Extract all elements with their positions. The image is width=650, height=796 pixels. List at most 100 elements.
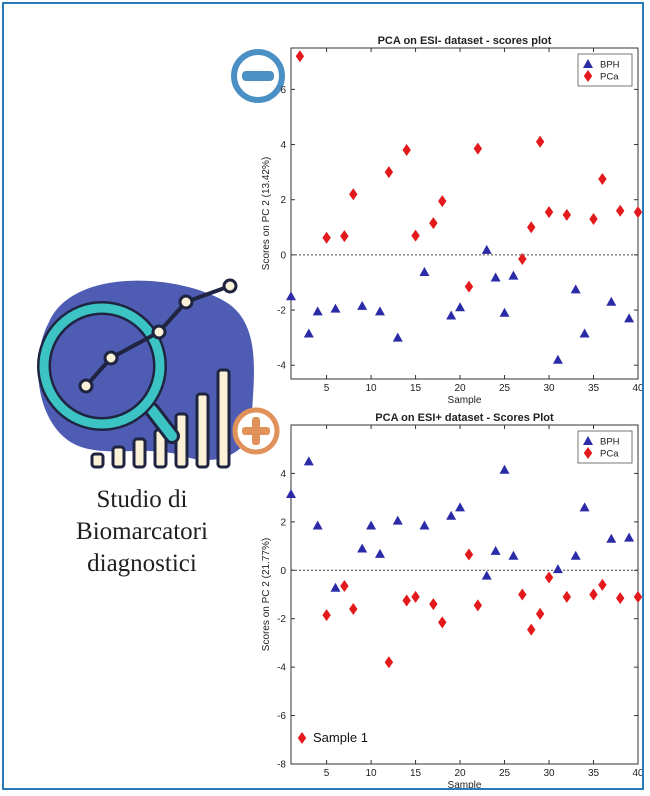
x-tick-label: 10 [366,768,378,779]
bph-point [455,502,466,512]
bph-point [508,270,519,280]
pca-point [518,588,527,601]
pca-point [527,623,536,636]
pca-point [562,208,572,221]
legend-label-bph: BPH [600,60,620,71]
y-tick-label: 6 [280,85,286,96]
x-tick-label: 20 [454,768,466,779]
y-tick-label: 0 [280,250,286,261]
y-axis-label: Scores on PC 2 (21.77%) [261,538,272,651]
x-tick-label: 35 [588,383,600,394]
bar-3 [132,437,147,469]
caption-line-1: Studio di [96,486,188,513]
pca-point [411,229,420,242]
bph-point [481,570,492,580]
pca-point [535,607,545,620]
y-tick-label: 4 [280,140,286,151]
x-tick-label: 15 [410,383,422,394]
x-tick-label: 40 [632,383,644,394]
caption-line-2: Biomarcatori [76,518,208,545]
bph-point [570,550,581,560]
pca-point [598,578,607,591]
bph-point [374,306,385,316]
legend-box [577,430,633,464]
bar-2 [111,445,126,469]
plot-area [290,47,639,380]
bph-point [552,354,563,364]
pca-point [616,204,625,217]
legend-label-pca: PCa [600,449,619,460]
bph-point [624,313,635,323]
trend-line-icon [78,278,238,394]
bph-point [330,303,341,313]
bph-point [357,300,368,310]
bph-point [570,284,581,294]
x-axis-label: Sample [448,780,482,790]
pca-point [544,571,554,584]
y-tick-label: 0 [280,566,286,577]
pca-point [438,195,447,208]
illustration-layer [37,49,285,469]
bph-point [357,543,368,553]
bph-point [312,306,323,316]
pca-point [518,253,527,266]
x-tick-label: 40 [632,768,644,779]
pca-point [527,221,536,234]
x-tick-label: 35 [588,768,600,779]
pca-point [429,598,438,611]
bph-point [419,266,430,276]
bph-point [579,502,590,512]
legend-marker-pca [583,447,593,459]
pca-point [384,656,394,669]
bph-point [455,302,466,312]
y-tick-label: -8 [277,760,286,771]
bph-point [303,456,314,466]
annotation-label: Sample 1 [313,730,368,745]
bph-point [330,582,341,592]
x-tick-label: 5 [324,768,330,779]
bph-point [374,548,385,558]
bph-point [446,310,457,320]
x-tick-label: 30 [543,768,555,779]
pca-point [633,590,642,603]
minus-circle-icon [231,49,285,103]
bph-point [508,550,519,560]
bph-point [490,545,501,555]
legend-marker-bph [583,436,593,445]
bph-point [286,489,296,499]
pca-point [295,50,305,63]
pca-point [349,603,358,616]
y-tick-label: -4 [277,361,286,372]
chart-title: PCA on ESI- dataset - scores plot [378,35,552,47]
bph-point [481,244,492,254]
bph-point [419,520,430,530]
bph-point [446,510,457,520]
pca-point [438,616,447,629]
y-axis-label: Scores on PC 2 (13.42%) [261,157,272,270]
y-tick-label: -4 [277,663,286,674]
bph-point [606,533,617,543]
bph-point [392,515,403,525]
pca-point [473,142,483,155]
pca-point [562,590,572,603]
pca-point [402,144,411,157]
bph-point [499,464,510,474]
bar-7 [216,368,231,469]
pca-point [429,217,438,230]
pca-point [589,213,598,226]
x-tick-label: 30 [543,383,555,394]
x-tick-label: 25 [499,383,511,394]
bar-icons [90,368,231,469]
y-tick-label: 2 [280,517,286,528]
bph-point [499,307,510,317]
bph-point [624,532,635,542]
x-tick-label: 25 [499,768,511,779]
x-tick-label: 10 [366,383,378,394]
x-tick-label: 20 [454,383,466,394]
legend-marker-pca [583,70,593,82]
bph-point [286,291,296,301]
bar-6 [195,392,210,469]
y-tick-label: -2 [277,306,286,317]
